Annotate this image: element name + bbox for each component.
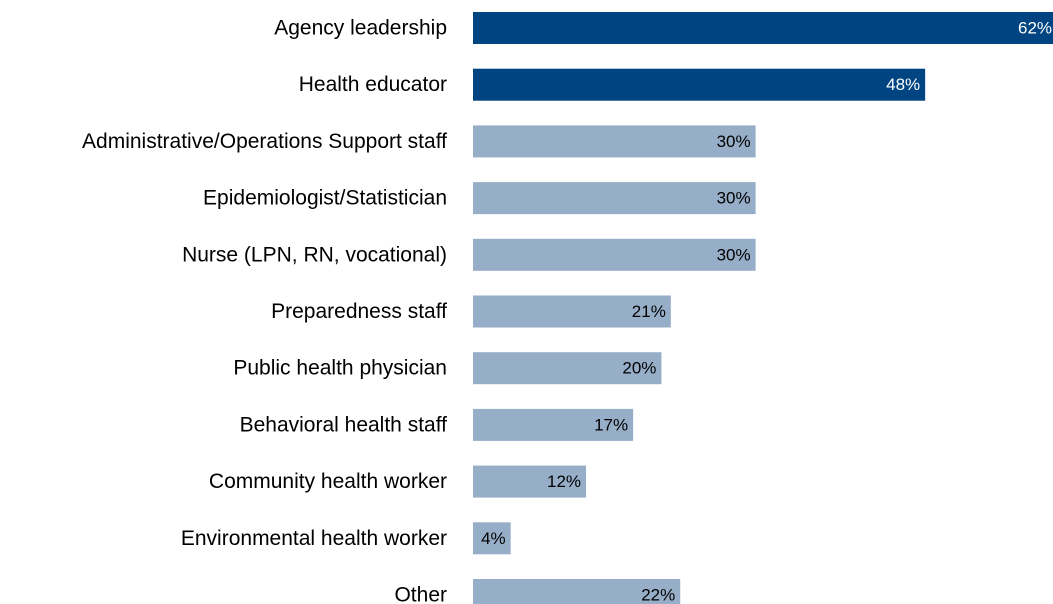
bar-health-educator <box>473 68 926 101</box>
bar-other <box>473 579 681 604</box>
value-label-preparedness-staff: 21% <box>632 302 666 321</box>
category-label-nurse-lpn-rn-vocational: Nurse (LPN, RN, vocational) <box>182 243 447 266</box>
value-label-epidemiologist-statistician: 30% <box>717 189 751 208</box>
category-label-community-health-worker: Community health worker <box>209 470 447 493</box>
value-label-health-educator: 48% <box>886 75 920 94</box>
category-label-preparedness-staff: Preparedness staff <box>271 300 447 323</box>
category-labels: Agency leadership Health educator Administ… <box>82 17 447 604</box>
category-label-health-educator: Health educator <box>299 73 447 96</box>
value-label-community-health-worker: 12% <box>547 472 581 491</box>
value-label-other: 22% <box>641 586 675 604</box>
bar-administrative-operations-support-staff <box>473 125 756 158</box>
bar-preparedness-staff <box>473 295 671 328</box>
value-label-nurse-lpn-rn-vocational: 30% <box>717 245 751 264</box>
bars <box>473 12 1053 604</box>
bar-public-health-physician <box>473 352 662 385</box>
category-label-behavioral-health-staff: Behavioral health staff <box>240 413 448 436</box>
bar-environmental-health-worker <box>473 522 511 555</box>
bar-behavioral-health-staff <box>473 408 634 441</box>
category-label-agency-leadership: Agency leadership <box>274 17 447 40</box>
bar-epidemiologist-statistician <box>473 182 756 215</box>
value-label-environmental-health-worker: 4% <box>481 529 506 548</box>
bar-agency-leadership <box>473 12 1053 44</box>
value-labels: 62% 48% 30% 30% 30% 21% 20% 17% 12% 4% 22% <box>481 19 1052 604</box>
value-label-administrative-operations-support-staff: 30% <box>717 132 751 151</box>
category-label-environmental-health-worker: Environmental health worker <box>181 527 447 550</box>
value-label-agency-leadership: 62% <box>1018 19 1052 38</box>
category-label-other: Other <box>394 584 447 604</box>
bar-nurse-lpn-rn-vocational <box>473 238 756 271</box>
category-label-epidemiologist-statistician: Epidemiologist/Statistician <box>203 187 447 210</box>
category-label-administrative-operations-support-staff: Administrative/Operations Support staff <box>82 130 447 153</box>
bar-community-health-worker <box>473 465 587 498</box>
category-label-public-health-physician: Public health physician <box>233 357 447 380</box>
value-label-behavioral-health-staff: 17% <box>594 415 628 434</box>
value-label-public-health-physician: 20% <box>622 359 656 378</box>
